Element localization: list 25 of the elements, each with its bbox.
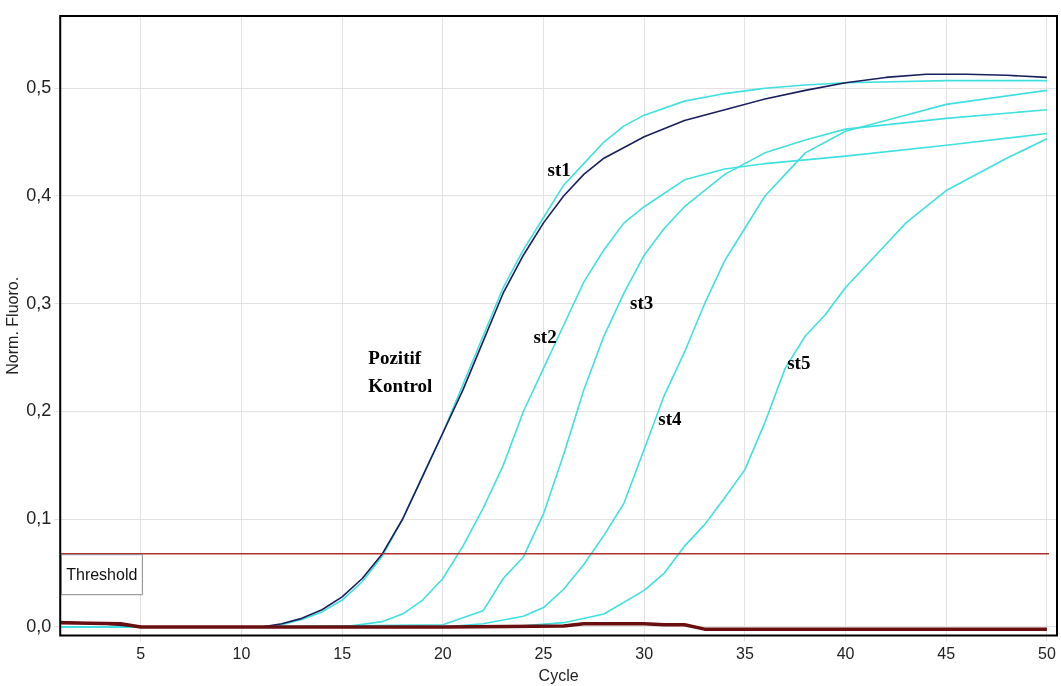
x-tick-label: 45	[937, 644, 956, 662]
y-axis-title: Norm. Fluoro.	[4, 276, 22, 375]
series-label: st2	[533, 326, 557, 348]
y-tick-label: 0,2	[26, 400, 52, 421]
y-tick-label: 0,0	[26, 615, 52, 636]
y-tick-label: 0,5	[26, 77, 52, 98]
x-tick-label: 50	[1038, 644, 1056, 662]
x-tick-label: 30	[635, 644, 654, 662]
x-tick-label: 35	[735, 644, 754, 662]
series-label: st1	[547, 159, 571, 181]
x-tick-label: 40	[836, 644, 855, 662]
series-label: st5	[787, 351, 811, 373]
y-tick-label: 0,3	[26, 292, 52, 313]
y-tick-label: 0,1	[26, 508, 52, 529]
x-axis-title: Cycle	[538, 666, 579, 684]
x-tick-label: 10	[232, 644, 251, 662]
y-tick-label: 0,4	[26, 184, 52, 205]
x-tick-label: 15	[333, 644, 352, 662]
x-tick-label: 20	[433, 644, 452, 662]
ref-line-label: Threshold	[66, 566, 138, 584]
series-label: st4	[658, 407, 683, 429]
series-label: st3	[630, 291, 654, 313]
x-tick-label: 5	[136, 644, 146, 662]
x-tick-label: 25	[534, 644, 553, 662]
series-label: Pozitif Kontrol	[368, 346, 433, 396]
